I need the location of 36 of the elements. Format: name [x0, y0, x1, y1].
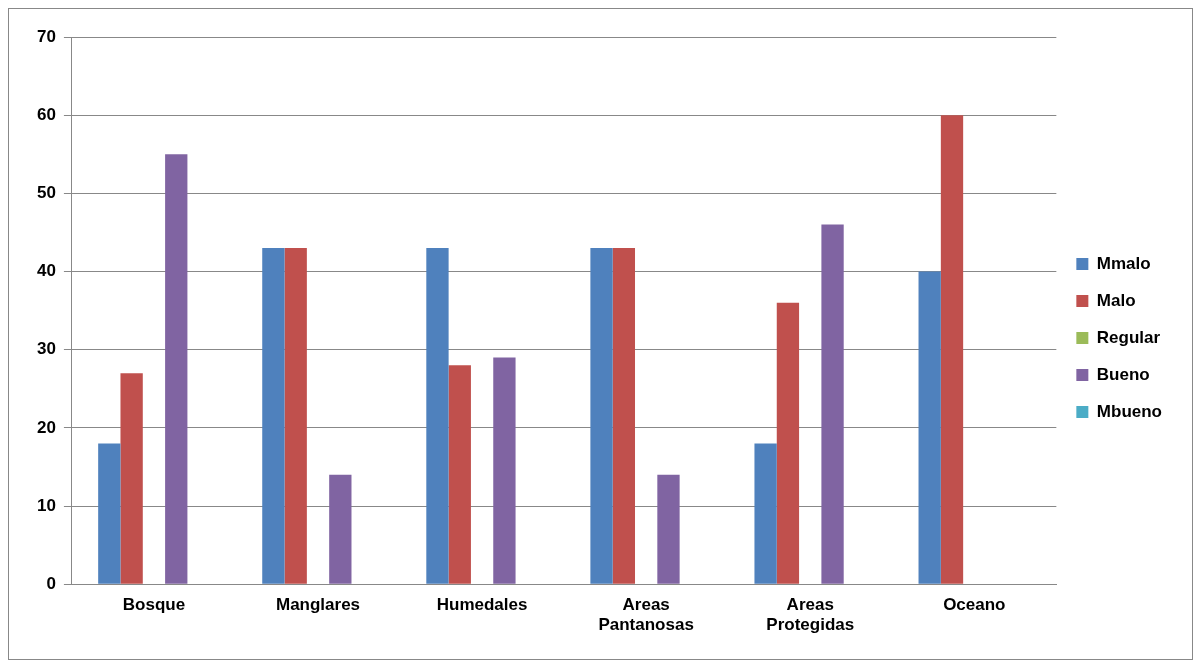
y-tick-label: 70 [36, 26, 56, 46]
x-tick-label: Bosque [122, 595, 186, 615]
y-tick-label: 10 [36, 495, 56, 515]
bar [754, 443, 777, 584]
legend-label: Mbueno [1096, 401, 1162, 421]
bar [284, 248, 307, 584]
bar [590, 248, 613, 584]
y-tick-label: 60 [36, 104, 56, 124]
bar [98, 443, 121, 584]
y-tick-label: 0 [46, 573, 56, 593]
bar [776, 302, 800, 584]
y-tick-label: 40 [36, 261, 56, 281]
bar [918, 271, 941, 584]
bar [165, 154, 188, 584]
y-tick-label: 50 [36, 183, 56, 203]
x-tick-label: Areas Pantanosas [598, 595, 694, 635]
y-tick-label: 30 [36, 339, 56, 359]
bar [448, 365, 471, 584]
x-tick-label: Humedales [436, 595, 528, 615]
bar [940, 115, 964, 584]
bar [329, 474, 352, 584]
bar [612, 248, 636, 584]
bar [821, 224, 844, 584]
legend-label: Regular [1096, 327, 1161, 347]
bar [657, 474, 680, 584]
y-tick-label: 20 [36, 417, 56, 437]
x-tick-label: Areas Protegidas [766, 595, 855, 635]
bar [262, 248, 285, 584]
bar [426, 248, 449, 584]
x-tick-label: Oceano [943, 595, 1006, 615]
legend-label: Bueno [1096, 364, 1150, 384]
x-tick-label: Manglares [275, 595, 361, 615]
bar [493, 357, 516, 584]
bar [120, 373, 143, 584]
legend-label: Mmalo [1096, 253, 1151, 273]
legend-label: Malo [1096, 290, 1136, 310]
